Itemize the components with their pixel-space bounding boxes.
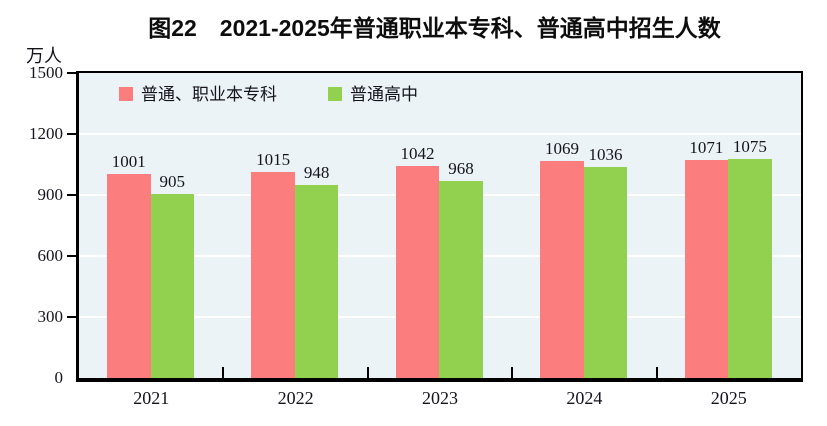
y-tick-mark-300 [67, 316, 76, 318]
x-tick-label-2024: 2024 [566, 388, 603, 408]
x-tick-label-2022: 2022 [277, 388, 314, 408]
bar-series1-2025 [684, 160, 729, 378]
y-tick-mark-1200 [67, 133, 76, 135]
legend-swatch-2 [328, 87, 342, 101]
y-tick-label-1500: 1500 [29, 63, 63, 82]
bar-label-series2-2021: 905 [159, 171, 186, 191]
bar-series1-2024 [540, 160, 584, 378]
legend-label-1: 普通、职业本专科 [141, 84, 277, 104]
bar-series2-2023 [439, 181, 483, 378]
x-tick-label-2021: 2021 [133, 388, 170, 408]
legend-item-2: 普通高中 [328, 85, 418, 103]
chart-title: 图22 2021-2025年普通职业本专科、普通高中招生人数 [148, 15, 721, 41]
y-tick-mark-1500 [67, 72, 76, 74]
bar-label-series2-2025: 1075 [732, 137, 767, 157]
y-tick-label-0: 0 [54, 368, 64, 387]
gridline-1200 [79, 133, 801, 135]
bar-label-series1-2023: 1042 [400, 144, 435, 164]
bar-series1-2021 [107, 174, 151, 378]
x-boundary-tick-1 [222, 367, 225, 378]
bar-label-series2-2024: 1036 [588, 145, 623, 165]
legend-item-1: 普通、职业本专科 [119, 85, 277, 103]
bar-label-series1-2021: 1001 [111, 152, 146, 172]
y-tick-label-900: 900 [37, 185, 64, 204]
x-tick-label-2023: 2023 [421, 388, 458, 408]
y-tick-label-600: 600 [37, 246, 64, 265]
bar-series2-2022 [294, 185, 339, 378]
y-tick-mark-900 [67, 194, 76, 196]
x-boundary-tick-3 [511, 367, 514, 378]
legend-label-2: 普通高中 [350, 84, 418, 104]
bar-series2-2024 [583, 167, 628, 378]
bar-series1-2022 [251, 171, 295, 378]
legend-swatch-1 [119, 87, 133, 101]
bar-label-series2-2022: 948 [303, 163, 330, 183]
y-tick-mark-600 [67, 255, 76, 257]
x-tick-label-2025: 2025 [710, 388, 747, 408]
bar-series1-2023 [395, 166, 440, 378]
y-tick-label-1200: 1200 [29, 124, 63, 143]
y-tick-label-300: 300 [37, 307, 64, 326]
bar-label-series2-2023: 968 [448, 159, 474, 179]
plot-area: 1001 905 1015 948 1042 968 1069 1036 1071 1075 普通、… [76, 71, 803, 382]
bar-label-series1-2022: 1015 [256, 149, 291, 169]
y-axis-unit-label: 万人 [26, 46, 62, 66]
bar-label-series1-2025: 1071 [689, 138, 724, 158]
bar-series2-2025 [728, 159, 772, 378]
bar-series2-2021 [150, 193, 194, 378]
x-boundary-tick-4 [655, 367, 658, 378]
x-boundary-tick-2 [366, 367, 369, 378]
bar-label-series1-2024: 1069 [544, 138, 579, 158]
